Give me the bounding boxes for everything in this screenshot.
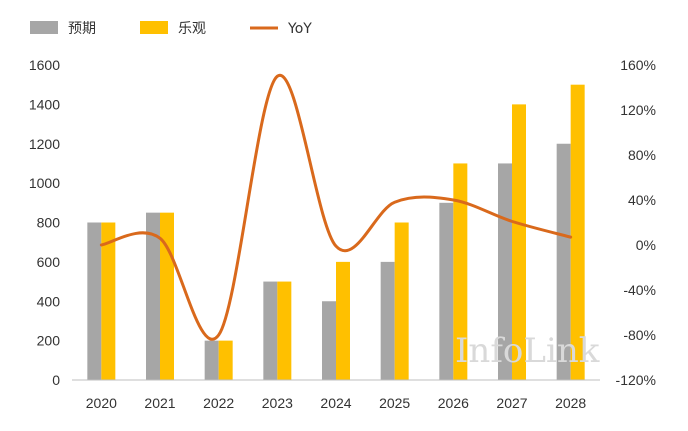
bar-optimistic-2021 (160, 212, 174, 380)
y-right-tick-label: -120% (616, 372, 656, 388)
bar-expected-2021 (146, 212, 160, 380)
bar-expected-2028 (556, 143, 571, 380)
x-tick-label: 2028 (555, 395, 586, 411)
bar-optimistic-2026 (453, 163, 468, 380)
bar-optimistic-2028 (570, 84, 585, 380)
y-right-tick-label: -80% (623, 327, 656, 343)
y-left-tick-label: 600 (37, 254, 61, 270)
y-left-tick-label: 1000 (29, 175, 60, 191)
x-tick-label: 2026 (438, 395, 469, 411)
y-left-tick-label: 0 (52, 372, 60, 388)
bar-optimistic-2025 (394, 222, 409, 380)
bar-expected-2020 (87, 222, 102, 380)
legend-label-optimistic: 乐观 (178, 21, 206, 37)
x-tick-label: 2024 (320, 395, 351, 411)
y-right-tick-label: 80% (628, 147, 656, 163)
x-tick-label: 2027 (496, 395, 527, 411)
legend-swatch-optimistic (140, 21, 168, 34)
bar-expected-2022 (204, 340, 219, 380)
y-right-tick-label: 120% (620, 102, 656, 118)
x-tick-label: 2023 (262, 395, 293, 411)
y-left-tick-label: 1200 (29, 136, 60, 152)
legend-swatch-expected (30, 21, 58, 34)
watermark: InfoLink (455, 331, 600, 371)
y-axis-right: -120% -80% -40% 0% 40% 80% 120% 160% (616, 57, 656, 388)
y-right-tick-label: 0% (636, 237, 656, 253)
x-tick-label: 2020 (86, 395, 117, 411)
bar-series (87, 84, 585, 380)
y-left-tick-label: 1400 (29, 96, 60, 112)
y-left-tick-label: 1600 (29, 57, 60, 73)
y-right-tick-label: 160% (620, 57, 656, 73)
y-right-tick-label: 40% (628, 192, 656, 208)
y-right-tick-label: -40% (623, 282, 656, 298)
yoy-line-series (99, 74, 573, 341)
bar-expected-2025 (380, 261, 395, 380)
yoy-line (99, 74, 573, 341)
bar-optimistic-2020 (101, 222, 116, 380)
x-axis-ticks: 2020 2021 2022 2023 2024 2025 2026 2027 2028 (86, 395, 587, 411)
bar-optimistic-2023 (277, 281, 292, 380)
bar-expected-2023 (263, 281, 278, 380)
y-left-tick-label: 400 (37, 293, 61, 309)
legend: 预期 乐观 YoY (30, 21, 312, 37)
y-left-tick-label: 800 (37, 215, 61, 231)
bar-optimistic-2024 (336, 261, 350, 380)
x-tick-label: 2021 (144, 395, 175, 411)
x-tick-label: 2022 (203, 395, 234, 411)
bar-optimistic-2022 (218, 340, 233, 380)
bar-expected-2026 (439, 202, 454, 380)
legend-label-expected: 预期 (68, 21, 96, 37)
x-tick-label: 2025 (379, 395, 410, 411)
y-left-tick-label: 200 (37, 333, 61, 349)
bar-optimistic-2027 (512, 104, 526, 380)
y-axis-left: 0 200 400 600 800 1000 1200 1400 1600 (29, 57, 60, 388)
legend-label-yoy: YoY (287, 21, 312, 37)
bar-expected-2024 (322, 301, 336, 380)
